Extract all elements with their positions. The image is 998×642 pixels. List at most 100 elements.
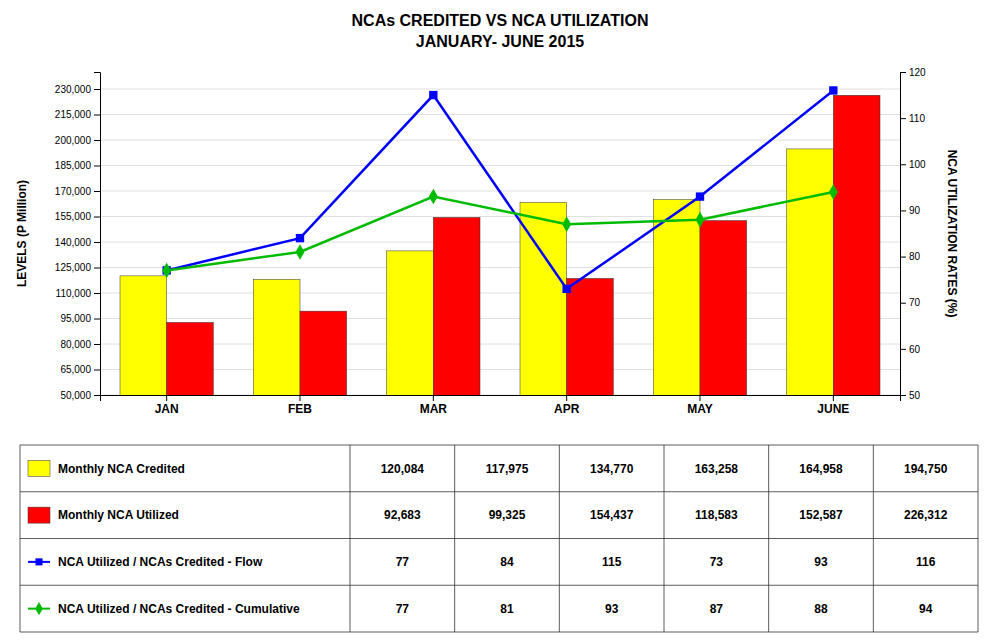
table-value: 154,437 [590,508,634,522]
line-series [162,86,837,293]
tick: 100 [900,159,926,170]
tick-mark [94,89,100,90]
tick-mark [900,118,906,119]
tick: 50 [900,390,921,401]
marker [562,216,571,232]
grid-line [100,216,900,217]
tick: 65,000 [60,364,100,375]
bar [567,278,614,395]
tick: 200,000 [55,135,100,146]
tick-mark [94,217,100,218]
table-grid [20,445,978,632]
marker [829,184,838,200]
bar [433,217,480,395]
tick-mark [433,395,434,401]
y2-axis: 50 60 70 80 90 100 110 120 [900,67,926,401]
table-value: 92,683 [384,508,421,522]
tick-label: 95,000 [60,313,91,324]
tick: 90 [900,205,921,216]
table-value: 134,770 [590,462,634,476]
legend-label: Monthly NCA Utilized [58,508,179,522]
table-value: 93 [814,555,828,569]
y2-axis-title: NCA UTILIZATION RATES (%) [945,150,959,318]
table-value: 93 [605,602,619,616]
grid-line [100,369,900,370]
tick: 110,000 [56,288,100,299]
tick: MAY [687,395,713,416]
legend-row: Monthly NCA Utilized92,68399,325154,4371… [28,507,948,523]
tick-label: 65,000 [60,364,91,375]
tick: 125,000 [55,262,100,273]
subtitle: JANUARY- JUNE 2015 [416,33,584,50]
table-value: 163,258 [695,462,739,476]
tick-label: 80 [909,251,921,262]
table-rule [20,538,978,539]
tick-mark [94,166,100,167]
grid-line [100,344,900,345]
tick-label: APR [554,402,580,416]
tick-label: 125,000 [55,262,92,273]
tick-label: 120 [909,67,926,78]
tick: 60 [900,344,921,355]
tick-label: JAN [155,402,179,416]
tick: 215,000 [55,109,100,120]
table-value: 81 [500,602,514,616]
table-value: 87 [710,602,724,616]
tick-mark [94,344,100,345]
legend-label: Monthly NCA Credited [58,462,185,476]
tick-label: 110,000 [56,288,92,299]
legend-swatch [28,460,50,476]
tick-mark [94,268,100,269]
legend-row: NCA Utilized / NCAs Credited - Flow77841… [28,555,936,569]
table-rule [768,445,769,632]
bar [787,149,834,395]
tick: 70 [900,297,921,308]
axis-domain [101,396,901,402]
tick-label: 50,000 [60,390,91,401]
line-series [162,184,838,278]
table-rule [20,445,21,632]
tick: 50,000 [60,390,100,401]
tick: 80,000 [60,339,100,350]
tick-mark [900,164,906,165]
tick: 185,000 [55,160,100,171]
tick-label: 170,000 [55,186,92,197]
marker [162,263,171,279]
axis-domain [94,73,101,396]
bar [653,200,700,395]
table-value: 118,583 [695,508,738,522]
table-value: 84 [500,555,514,569]
tick-mark [94,140,100,141]
plot-area [120,86,880,395]
tick-label: FEB [288,402,312,416]
tick-label: MAR [420,402,448,416]
table-value: 194,750 [904,462,948,476]
table-value: 226,312 [904,508,948,522]
x-axis: JANFEBMARAPRMAYJUNE [101,395,901,416]
bar [700,221,747,395]
tick: 140,000 [55,237,100,248]
tick-mark [300,395,301,401]
marker [296,244,305,260]
table-rule [20,445,978,446]
grid-line [100,89,900,90]
bar [300,311,347,395]
tick: 170,000 [55,186,100,197]
tick-mark [94,370,100,371]
tick: 80 [900,251,921,262]
grid-line [100,318,900,319]
table-value: 115 [602,555,622,569]
legend-row: NCA Utilized / NCAs Credited - Cumulativ… [28,602,933,616]
tick: 110 [900,113,925,124]
tick-mark [566,395,567,401]
legend-label: NCA Utilized / NCAs Credited - Flow [58,555,263,569]
tick-label: 110 [909,113,925,124]
tick-label: 215,000 [55,109,92,120]
table-rule [350,445,351,632]
tick-mark [700,395,701,401]
tick-mark [900,257,906,258]
table-rule [873,445,874,632]
y-axis: 50,000 65,000 80,000 95,000 110,000 125,000 14… [55,73,101,401]
tick-mark [900,72,906,73]
marker [696,212,705,228]
